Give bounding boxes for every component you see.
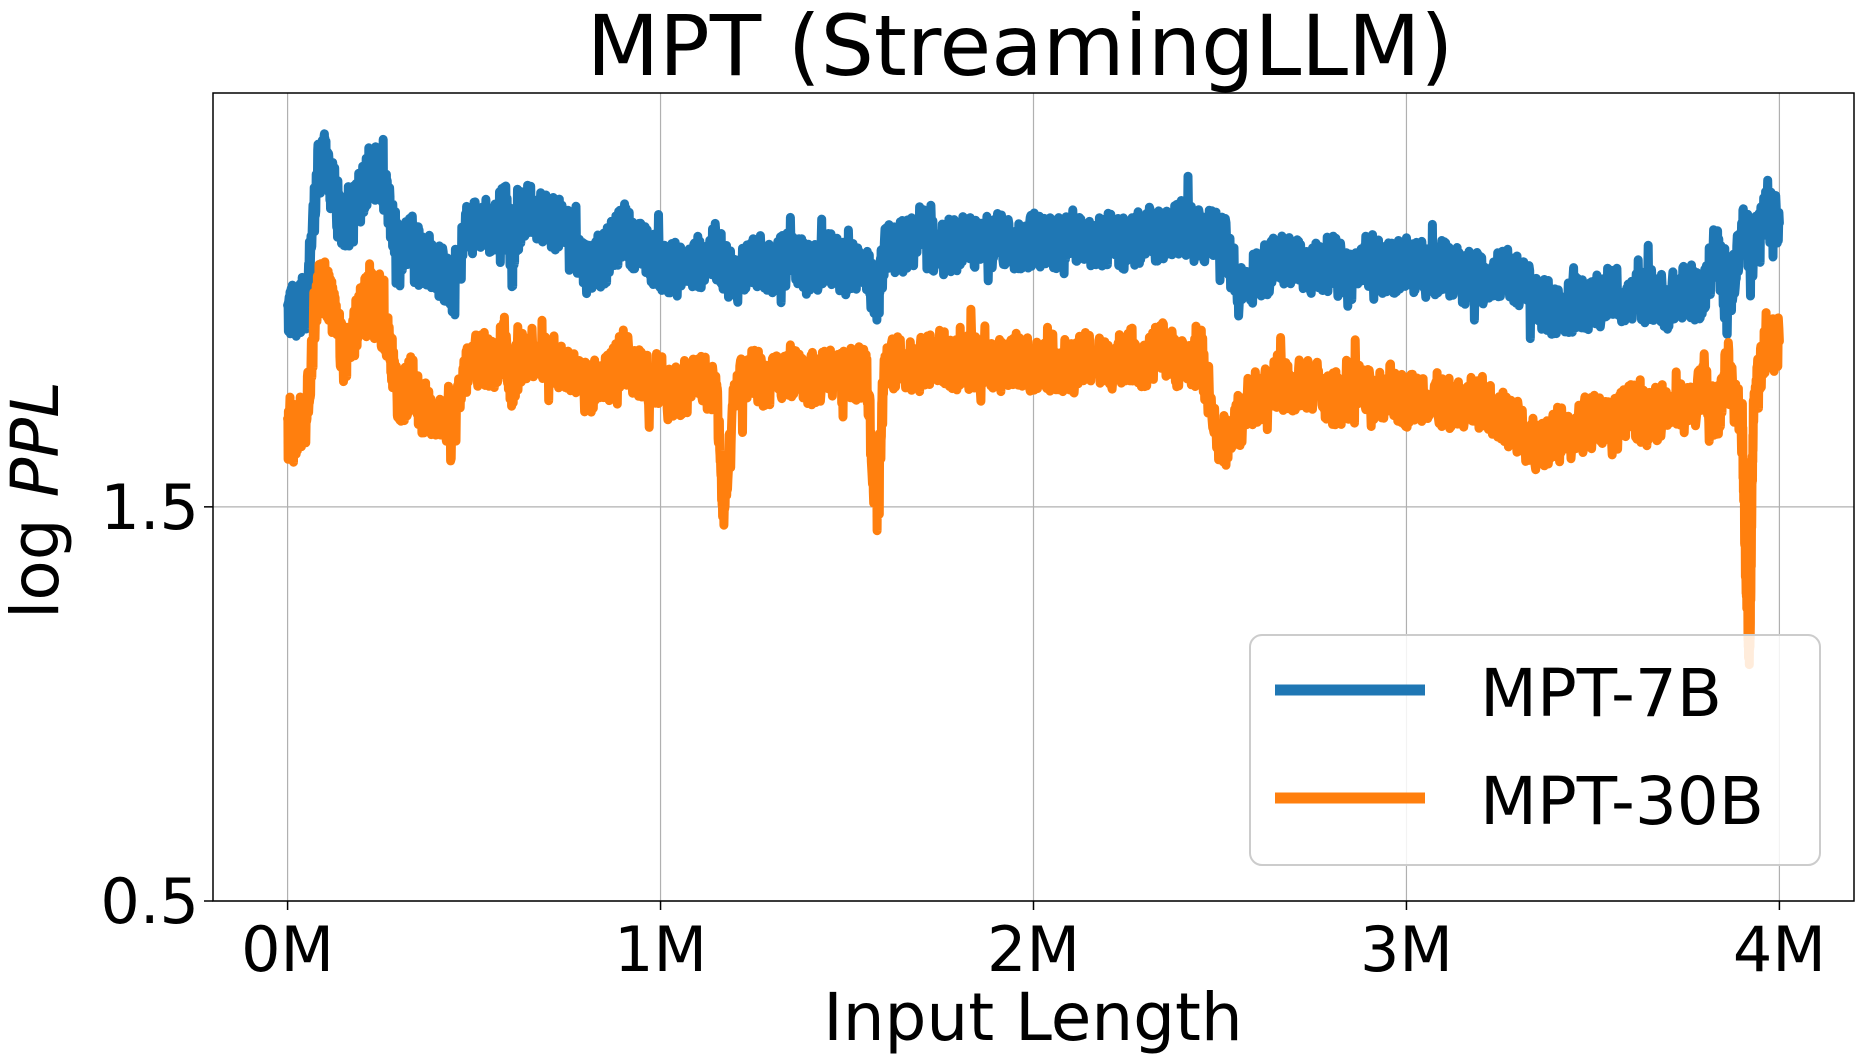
x-tick-label: 2M [987,913,1080,986]
x-tick-label: 3M [1360,913,1453,986]
chart-title: MPT (StreamingLLM) [587,0,1454,95]
x-tick-label: 0M [241,913,334,986]
legend-label-mpt-7b: MPT-7B [1480,655,1722,732]
y-axis-ticks: 0.5 1.5 [100,471,213,938]
y-axis-label-ppl: PPL [0,381,74,497]
legend: MPT-7B MPT-30B [1249,634,1821,866]
y-axis-label: log PPL [0,381,74,619]
y-tick-label: 1.5 [100,471,199,544]
x-axis-ticks: 0M 1M 2M 3M 4M [241,901,1826,986]
x-tick-label: 4M [1733,913,1826,986]
series-line-mpt-30b [283,257,1784,670]
y-axis-label-log: log [0,497,74,619]
x-tick-label: 1M [614,913,707,986]
y-tick-label: 0.5 [100,865,199,938]
series-line-mpt-7b [283,129,1784,344]
legend-label-mpt-30b: MPT-30B [1480,763,1764,840]
series-layer [283,129,1784,670]
x-axis-label: Input Length [823,979,1243,1056]
